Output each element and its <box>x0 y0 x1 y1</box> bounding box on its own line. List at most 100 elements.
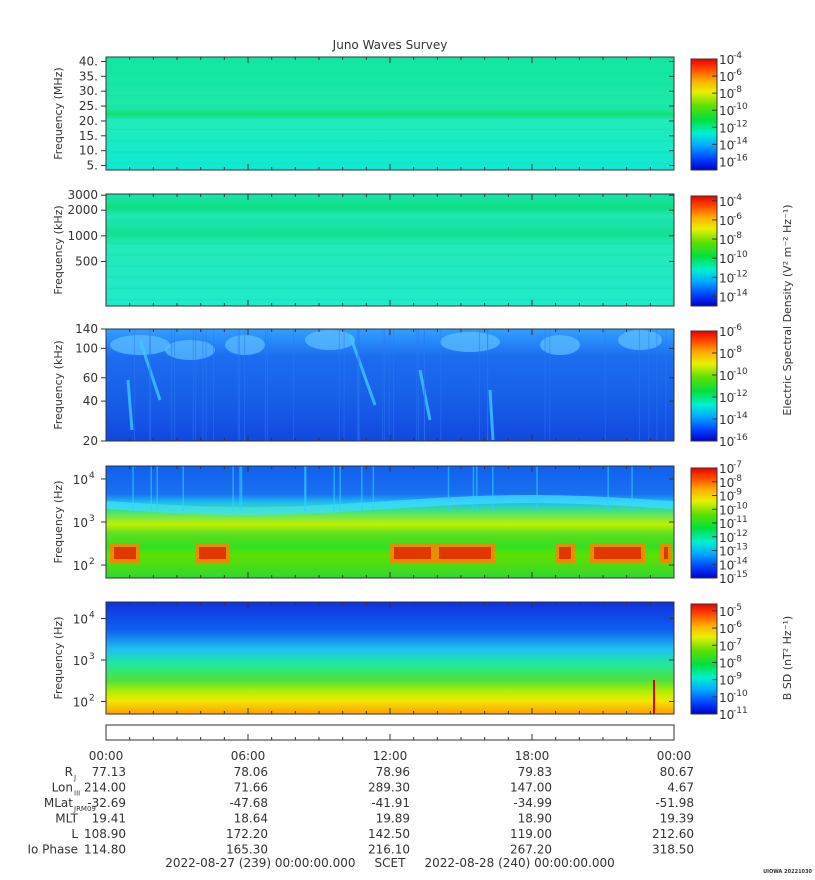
colorbar <box>690 195 718 307</box>
colorbar-tick-label: 10 <box>719 70 734 84</box>
colorbar-tick-label: 10 <box>719 87 734 101</box>
colorbar-tick-exponent: -14 <box>733 556 748 566</box>
colorbar-tick-exponent: -8 <box>733 345 742 355</box>
spectral-stripe <box>106 209 674 211</box>
colorbar-tick-exponent: -5 <box>733 603 742 613</box>
spectral-stripe <box>106 83 674 86</box>
spectral-stripe <box>106 117 674 119</box>
ephemeris-table: R J 77.13 78.06 78.96 79.83 80.67 Lon III 214.00 7… <box>27 765 694 857</box>
y-tick-label: 10 <box>73 559 88 573</box>
y-tick-label: 30. <box>79 84 98 98</box>
spectral-stripe <box>106 220 674 222</box>
colorbar-tick-label: 10 <box>719 252 734 266</box>
colorbar-tick-label: 10 <box>719 271 734 285</box>
emission-streak <box>488 389 495 441</box>
spectral-stripe <box>106 298 674 301</box>
spectral-stripe <box>106 151 674 153</box>
ephemeris-row-label: R <box>65 765 73 779</box>
y-tick-label: 140 <box>75 322 98 336</box>
ephemeris-value: 165.30 <box>226 843 268 857</box>
colorbar-tick-label: 10 <box>719 605 734 619</box>
hot-emission-core <box>439 547 491 559</box>
y-axis-label: Frequency (Hz) <box>52 617 65 700</box>
colorbar-tick-exponent: -9 <box>733 672 742 682</box>
y-axis-label: Frequency (kHz) <box>52 205 65 294</box>
colorbar-tick-label: 10 <box>719 435 734 449</box>
ephemeris-value: 18.64 <box>234 812 268 826</box>
colorbar-label: B SD (nT² Hz⁻¹) <box>781 616 794 700</box>
y-tick-exponent: 3 <box>89 652 95 662</box>
y-tick-label: 10 <box>73 516 88 530</box>
y-tick-label: 5. <box>87 159 98 173</box>
ephemeris-row-subscript: JRM09 <box>73 805 96 813</box>
colorbar-tick-label: 10 <box>719 369 734 383</box>
y-tick-label: 100 <box>75 341 98 355</box>
colorbar-tick-label: 10 <box>719 476 734 490</box>
ephemeris-value: 267.20 <box>510 843 552 857</box>
colorbar-tick-exponent: -12 <box>733 119 748 129</box>
colorbar-tick-label: 10 <box>719 462 734 476</box>
hot-emission-core <box>559 547 571 559</box>
ephemeris-value: -51.98 <box>655 796 694 810</box>
colorbar-tick-exponent: -12 <box>733 529 748 539</box>
ephemeris-value: 147.00 <box>510 781 552 795</box>
spectral-stripe <box>106 254 674 256</box>
ephemeris-value: 108.90 <box>84 827 126 841</box>
ephemeris-value: 19.41 <box>92 812 126 826</box>
y-tick-label: 1000 <box>67 229 98 243</box>
colorbar-tick-label: 10 <box>719 53 734 67</box>
hot-emission-core <box>199 547 226 559</box>
ephemeris-row-subscript: J <box>73 774 76 782</box>
colorbar-tick-label: 10 <box>719 413 734 427</box>
emission-patch <box>540 335 580 355</box>
colorbar-tick-exponent: -8 <box>733 654 742 664</box>
ephemeris-value: 78.06 <box>234 765 268 779</box>
ephemeris-value: 214.00 <box>84 781 126 795</box>
spectral-stripe <box>106 140 674 142</box>
y-tick-label: 2000 <box>67 203 98 217</box>
ephemeris-value: 19.39 <box>660 812 694 826</box>
ephemeris-value: -47.68 <box>229 796 268 810</box>
ephemeris-value: -34.99 <box>513 796 552 810</box>
ephemeris-value: -41.91 <box>371 796 410 810</box>
spectrogram-image <box>106 602 674 714</box>
y-tick-exponent: 2 <box>89 557 95 567</box>
ephemeris-value: 318.50 <box>652 843 694 857</box>
colorbar-tick-label: 10 <box>719 708 734 722</box>
ephemeris-value: 216.10 <box>368 843 410 857</box>
y-tick-label: 40. <box>79 54 98 68</box>
time-label: 06:00 <box>231 749 266 763</box>
y-axis-label: Frequency (Hz) <box>52 481 65 564</box>
y-tick-label: 15. <box>79 129 98 143</box>
spectrogram-image <box>106 194 674 306</box>
colorbar <box>690 603 718 715</box>
figure-title: Juno Waves Survey <box>332 38 448 52</box>
y-tick-label: 10 <box>73 613 88 627</box>
spectral-stripe <box>106 231 674 234</box>
colorbar-tick-exponent: -14 <box>733 288 748 298</box>
spectrogram-panels: 40.35.30.25.20.15.10.5. Frequency (MHz) 10… <box>52 51 794 722</box>
spectral-stripe <box>106 276 674 278</box>
spectral-stripe <box>106 162 674 165</box>
y-tick-exponent: 2 <box>89 694 95 704</box>
colorbar-tick-label: 10 <box>719 558 734 572</box>
y-tick-exponent: 4 <box>89 471 95 481</box>
ephemeris-value: 212.60 <box>652 827 694 841</box>
colorbar-tick-label: 10 <box>719 347 734 361</box>
colorbar-tick-exponent: -13 <box>733 543 748 553</box>
ephemeris-value: 172.20 <box>226 827 268 841</box>
y-tick-label: 25. <box>79 99 98 113</box>
y-tick-exponent: 3 <box>89 514 95 524</box>
colorbar-tick-label: 10 <box>719 572 734 586</box>
y-axis-label: Frequency (kHz) <box>52 340 65 429</box>
time-label: 00:00 <box>657 749 692 763</box>
spectral-stripe <box>106 265 674 267</box>
ephemeris-value: 78.96 <box>376 765 410 779</box>
spectral-stripe <box>106 94 674 97</box>
colorbar-tick-exponent: -11 <box>733 515 748 525</box>
colorbar-tick-exponent: -14 <box>733 411 748 421</box>
time-axis: 00:00 06:00 12:00 18:00 00:00 <box>89 724 692 763</box>
